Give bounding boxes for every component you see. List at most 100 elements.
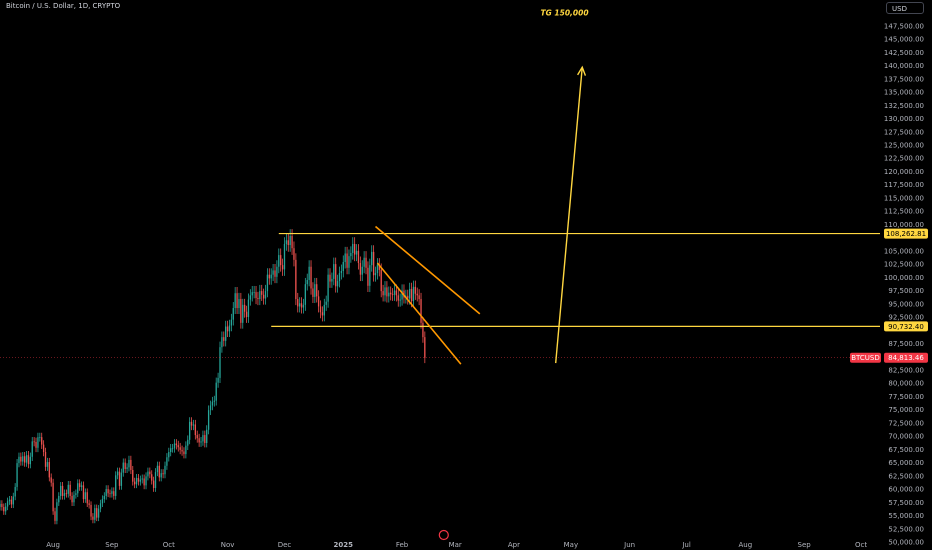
candle-body[interactable]: [325, 301, 327, 305]
candle-body[interactable]: [103, 495, 105, 500]
candle-body[interactable]: [238, 299, 240, 309]
candle-body[interactable]: [23, 456, 26, 463]
candle-body[interactable]: [181, 449, 183, 452]
target-arrow-line[interactable]: [554, 67, 583, 364]
candle-body[interactable]: [300, 303, 303, 308]
candle-body[interactable]: [236, 293, 238, 309]
candle-body[interactable]: [133, 481, 136, 485]
candle-body[interactable]: [393, 290, 396, 295]
candle-body[interactable]: [217, 377, 219, 383]
candle-body[interactable]: [92, 516, 94, 520]
candle-body[interactable]: [350, 252, 352, 257]
candle-body[interactable]: [156, 465, 159, 473]
candle-body[interactable]: [99, 503, 102, 509]
candle-body[interactable]: [187, 439, 189, 446]
candle-body[interactable]: [397, 295, 399, 301]
candle-body[interactable]: [10, 499, 13, 505]
candle-body[interactable]: [27, 455, 30, 465]
candle-body[interactable]: [268, 274, 270, 279]
candle-body[interactable]: [78, 483, 81, 487]
candle-body[interactable]: [82, 485, 85, 500]
candle-body[interactable]: [96, 508, 98, 518]
target-arrow-head[interactable]: [577, 65, 587, 76]
candle-body[interactable]: [141, 478, 143, 480]
candle-body[interactable]: [63, 493, 66, 496]
candle-body[interactable]: [352, 243, 354, 253]
candle-body[interactable]: [170, 448, 172, 453]
candle-body[interactable]: [319, 306, 322, 313]
candle-body[interactable]: [48, 462, 50, 478]
candle-body[interactable]: [183, 451, 185, 455]
candle-body[interactable]: [283, 243, 286, 270]
candle-body[interactable]: [369, 265, 371, 286]
resistance-price-badge[interactable]: 108,262.81: [884, 228, 928, 239]
candle-body[interactable]: [124, 462, 126, 469]
candle-body[interactable]: [5, 506, 7, 512]
candle-body[interactable]: [344, 253, 346, 262]
candle-body[interactable]: [333, 264, 335, 279]
time-axis[interactable]: Aug Sep Oct Nov Dec 2025 Feb Mar Apr May Jun Jul Aug…: [46, 529, 867, 550]
candle-body[interactable]: [86, 492, 88, 504]
candle-body[interactable]: [240, 299, 242, 323]
currency-button[interactable]: USD: [886, 2, 924, 14]
candle-body[interactable]: [297, 299, 299, 307]
candle-body[interactable]: [111, 491, 113, 494]
candle-body[interactable]: [382, 291, 384, 296]
candle-body[interactable]: [39, 437, 41, 438]
candle-body[interactable]: [50, 477, 52, 483]
candle-body[interactable]: [33, 441, 35, 443]
candle-body[interactable]: [274, 270, 276, 277]
candle-body[interactable]: [314, 284, 316, 297]
candle-body[interactable]: [378, 264, 380, 270]
candle-body[interactable]: [289, 236, 291, 246]
candle-body[interactable]: [414, 286, 417, 294]
candle-body[interactable]: [416, 293, 418, 296]
candle-body[interactable]: [188, 421, 191, 440]
candle-body[interactable]: [113, 491, 115, 496]
candle-body[interactable]: [202, 435, 204, 442]
candle-body[interactable]: [190, 421, 193, 426]
candle-body[interactable]: [107, 489, 109, 494]
candle-body[interactable]: [388, 292, 390, 297]
candle-body[interactable]: [365, 257, 367, 268]
event-marker-icon[interactable]: [438, 529, 449, 541]
candle-body[interactable]: [253, 292, 255, 293]
candle-body[interactable]: [342, 261, 344, 271]
candle-body[interactable]: [12, 496, 14, 505]
candle-body[interactable]: [192, 424, 195, 426]
candle-body[interactable]: [281, 265, 284, 270]
candle-body[interactable]: [348, 256, 350, 268]
candle-body[interactable]: [42, 444, 45, 453]
candle-body[interactable]: [171, 448, 174, 450]
candle-body[interactable]: [353, 243, 356, 255]
candle-body[interactable]: [177, 445, 179, 448]
candle-body[interactable]: [213, 400, 215, 402]
support-price-badge[interactable]: 90,732.40: [884, 321, 928, 332]
candle-body[interactable]: [56, 502, 58, 521]
candle-body[interactable]: [3, 507, 5, 512]
candle-body[interactable]: [52, 482, 54, 512]
candle-body[interactable]: [262, 294, 265, 299]
candle-body[interactable]: [77, 483, 79, 494]
candle-body[interactable]: [304, 284, 307, 305]
candle-body[interactable]: [88, 503, 90, 505]
candle-body[interactable]: [266, 274, 269, 292]
candle-body[interactable]: [31, 441, 33, 457]
candle-body[interactable]: [211, 401, 214, 406]
candle-body[interactable]: [37, 437, 39, 448]
candle-body[interactable]: [67, 484, 69, 494]
candle-body[interactable]: [18, 456, 20, 464]
candle-body[interactable]: [120, 472, 123, 486]
candle-body[interactable]: [331, 278, 333, 282]
candle-body[interactable]: [278, 255, 280, 267]
candle-body[interactable]: [243, 304, 246, 312]
candle-body[interactable]: [115, 475, 117, 496]
candle-body[interactable]: [209, 405, 212, 411]
candle-body[interactable]: [338, 273, 341, 282]
candle-body[interactable]: [0, 503, 1, 507]
candle-body[interactable]: [175, 443, 178, 446]
candle-body[interactable]: [147, 471, 149, 477]
candle-body[interactable]: [420, 299, 422, 323]
candle-body[interactable]: [58, 495, 60, 503]
